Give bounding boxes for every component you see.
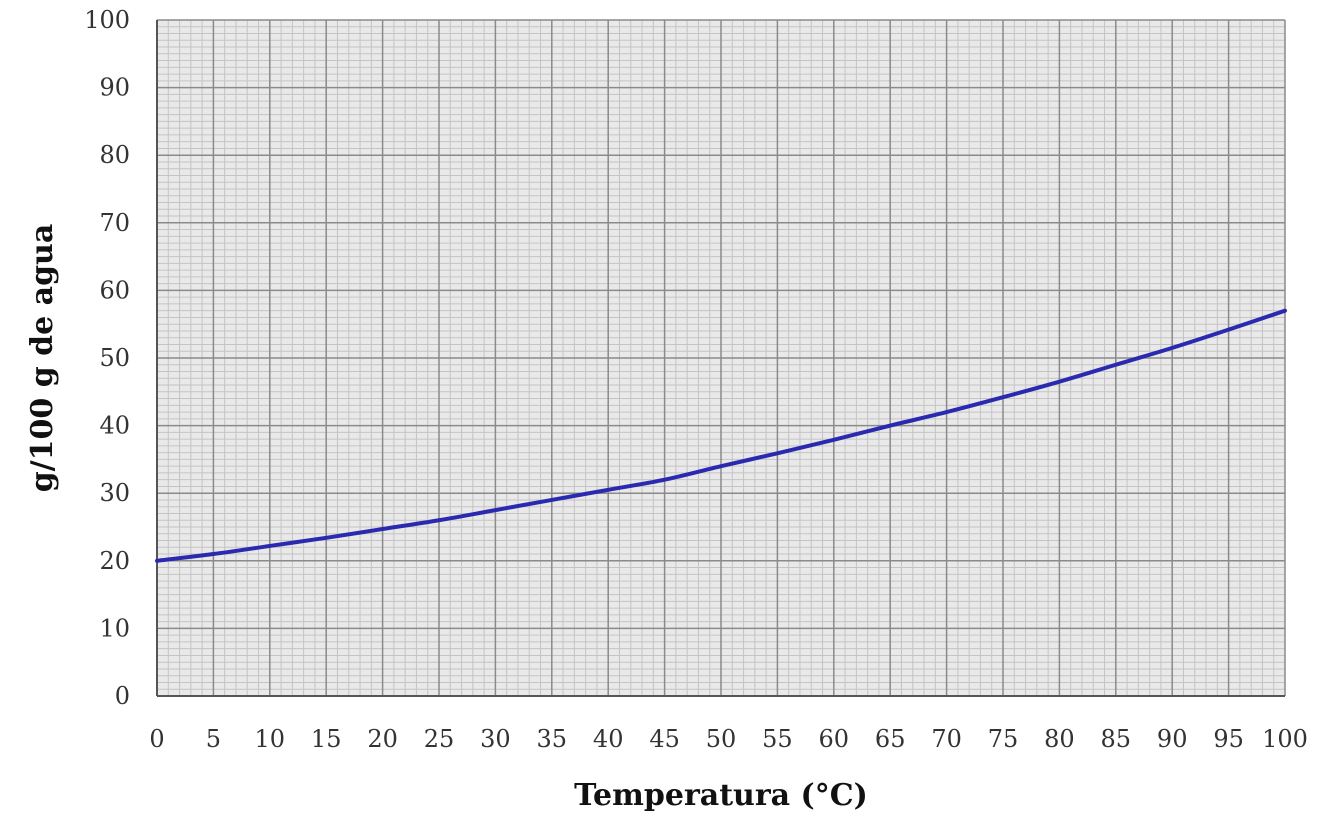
x-tick-label: 65	[875, 725, 906, 753]
y-tick-label: 60	[99, 276, 130, 304]
x-tick-label: 95	[1213, 725, 1244, 753]
x-tick-label: 20	[367, 725, 398, 753]
y-tick-label: 80	[99, 141, 130, 169]
y-tick-label: 50	[99, 344, 130, 372]
x-tick-label: 15	[311, 725, 342, 753]
x-tick-label: 90	[1157, 725, 1188, 753]
y-tick-label: 40	[99, 412, 130, 440]
x-tick-label: 50	[706, 725, 737, 753]
series-line	[155, 308, 1287, 563]
x-tick-label: 0	[149, 725, 164, 753]
x-tick-label: 25	[424, 725, 455, 753]
x-tick-label: 45	[649, 725, 680, 753]
y-tick-label: 10	[99, 614, 130, 642]
y-tick-label: 20	[99, 547, 130, 575]
x-axis-title: Temperatura (°C)	[574, 778, 868, 813]
y-tick-label: 90	[99, 74, 130, 102]
x-tick-label: 10	[255, 725, 286, 753]
x-tick-label: 60	[819, 725, 850, 753]
x-tick-label: 5	[206, 725, 221, 753]
major-gridlines	[156, 19, 1286, 697]
x-tick-label: 40	[593, 725, 624, 753]
x-tick-label: 35	[537, 725, 568, 753]
x-tick-label: 100	[1262, 725, 1308, 753]
y-axis-title: g/100 g de agua	[25, 224, 60, 493]
y-tick-label: 100	[84, 6, 130, 34]
x-tick-label: 85	[1101, 725, 1132, 753]
x-tick-label: 55	[762, 725, 793, 753]
x-tick-labels: 0 5 10 15 20 25 30 35 40 45 50 55 60 65 70 75 80 85 90 95 10…	[149, 725, 1308, 753]
x-tick-label: 75	[988, 725, 1019, 753]
y-tick-label: 70	[99, 209, 130, 237]
x-tick-label: 70	[931, 725, 962, 753]
y-tick-label: 30	[99, 479, 130, 507]
y-tick-label: 0	[115, 682, 130, 710]
x-tick-label: 80	[1044, 725, 1075, 753]
y-tick-labels: 0 10 20 30 40 50 60 70 80 90 100	[84, 6, 130, 710]
x-tick-label: 30	[480, 725, 511, 753]
